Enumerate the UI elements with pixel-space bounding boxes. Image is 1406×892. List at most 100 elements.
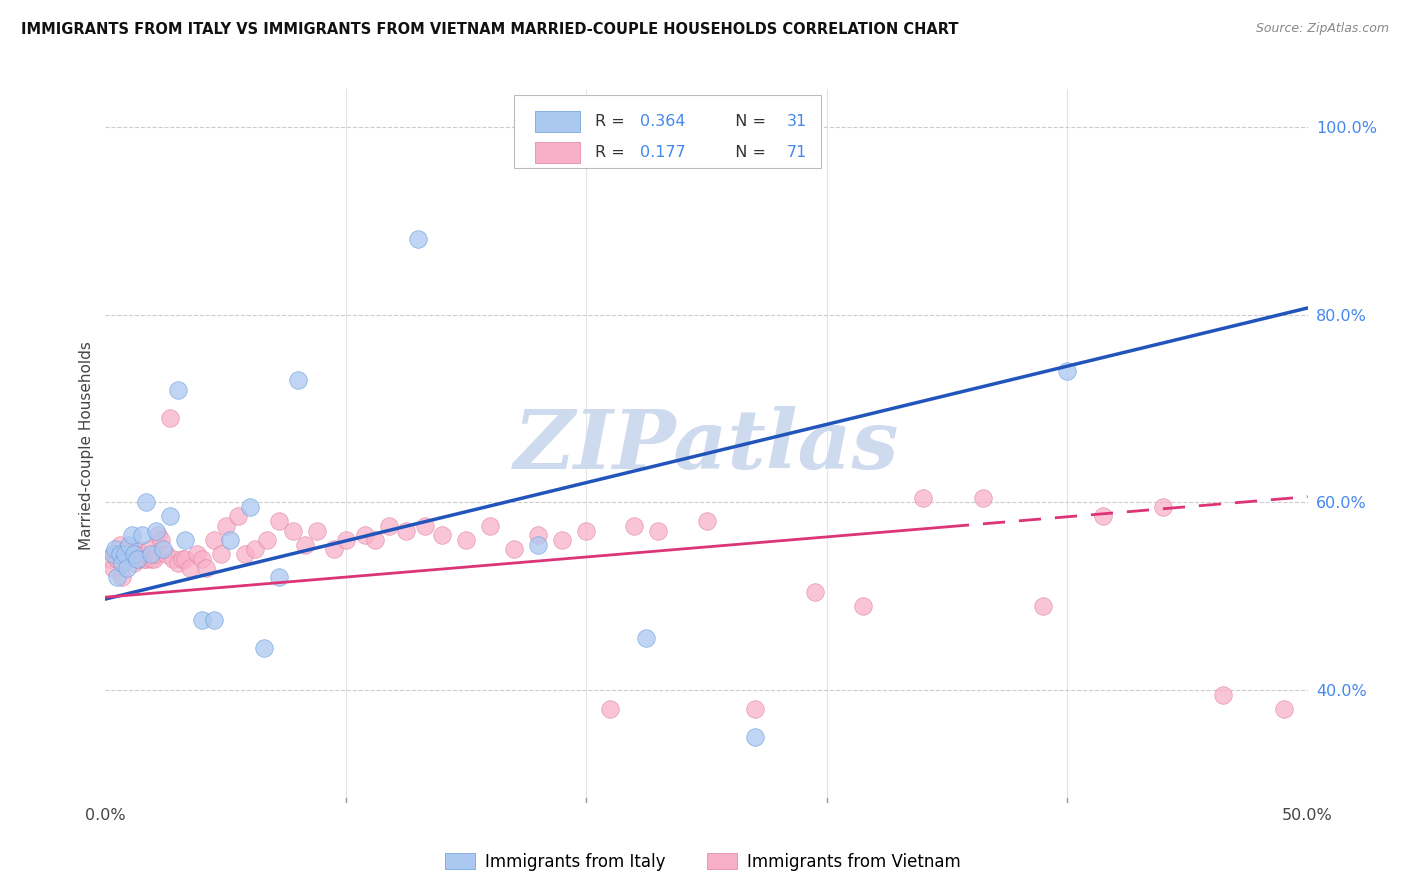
Point [132, 551, 155, 566]
Point [696, 514, 718, 528]
Point [108, 538, 131, 552]
Text: N =: N = [724, 114, 770, 129]
Point [527, 538, 550, 552]
Point [114, 547, 136, 561]
Point [108, 547, 131, 561]
Text: N =: N = [724, 145, 770, 160]
Point [118, 538, 141, 552]
Point [131, 547, 153, 561]
Point [114, 551, 136, 566]
Point [911, 491, 934, 505]
Point [107, 570, 129, 584]
Point [125, 542, 148, 557]
Point [551, 533, 574, 547]
Point [173, 551, 195, 566]
Point [267, 514, 290, 528]
Point [138, 542, 160, 557]
Point [256, 533, 278, 547]
Point [305, 524, 328, 538]
Point [364, 533, 387, 547]
Point [219, 533, 242, 547]
Point [195, 561, 218, 575]
Text: 0.364: 0.364 [640, 114, 686, 129]
Text: R =: R = [595, 145, 634, 160]
Point [335, 533, 357, 547]
Point [135, 551, 157, 566]
Point [149, 533, 172, 547]
Point [121, 528, 143, 542]
Point [155, 547, 177, 561]
Point [104, 547, 127, 561]
Point [852, 599, 875, 613]
Point [166, 557, 188, 571]
Point [104, 542, 127, 557]
Point [202, 533, 225, 547]
Point [575, 524, 598, 538]
Point [1056, 364, 1078, 378]
Point [454, 533, 477, 547]
Point [142, 551, 165, 566]
Point [139, 551, 162, 566]
Y-axis label: Married-couple Households: Married-couple Households [79, 342, 94, 550]
Point [179, 561, 201, 575]
Point [166, 383, 188, 397]
Point [131, 528, 153, 542]
Point [152, 542, 174, 557]
Point [281, 524, 304, 538]
Point [115, 561, 138, 575]
Point [503, 542, 526, 557]
Point [1032, 599, 1054, 613]
Point [413, 518, 436, 533]
Point [145, 524, 167, 538]
Point [226, 509, 249, 524]
Point [354, 528, 377, 542]
Point [159, 410, 181, 425]
Text: R =: R = [595, 114, 630, 129]
Point [744, 702, 766, 716]
Point [115, 542, 138, 557]
FancyBboxPatch shape [515, 95, 821, 168]
Point [121, 547, 143, 561]
Point [186, 547, 208, 561]
Point [111, 570, 134, 584]
Point [1092, 509, 1115, 524]
Point [744, 730, 766, 744]
Point [253, 640, 276, 655]
Text: 0.177: 0.177 [640, 145, 686, 160]
Point [190, 551, 212, 566]
Point [98, 551, 121, 566]
Point [135, 495, 157, 509]
Point [1272, 702, 1295, 716]
Text: IMMIGRANTS FROM ITALY VS IMMIGRANTS FROM VIETNAM MARRIED-COUPLE HOUSEHOLDS CORRE: IMMIGRANTS FROM ITALY VS IMMIGRANTS FROM… [21, 22, 959, 37]
Point [172, 551, 194, 566]
Point [118, 547, 141, 561]
Point [243, 542, 266, 557]
Point [101, 561, 124, 575]
Point [267, 570, 290, 584]
Point [145, 547, 167, 561]
Point [214, 518, 236, 533]
Text: Source: ZipAtlas.com: Source: ZipAtlas.com [1256, 22, 1389, 36]
Point [159, 509, 181, 524]
Point [209, 547, 232, 561]
Point [101, 547, 124, 561]
Point [233, 547, 256, 561]
Point [972, 491, 994, 505]
Point [139, 547, 162, 561]
Point [406, 232, 429, 246]
FancyBboxPatch shape [534, 111, 581, 132]
Point [623, 518, 645, 533]
Point [173, 533, 195, 547]
Point [294, 538, 316, 552]
Point [599, 702, 621, 716]
Text: ZIPatlas: ZIPatlas [513, 406, 900, 486]
Point [378, 518, 401, 533]
FancyBboxPatch shape [534, 142, 581, 163]
Point [322, 542, 344, 557]
Point [479, 518, 502, 533]
Point [107, 551, 129, 566]
Point [124, 557, 146, 571]
Point [125, 551, 148, 566]
Point [162, 551, 184, 566]
Point [202, 613, 225, 627]
